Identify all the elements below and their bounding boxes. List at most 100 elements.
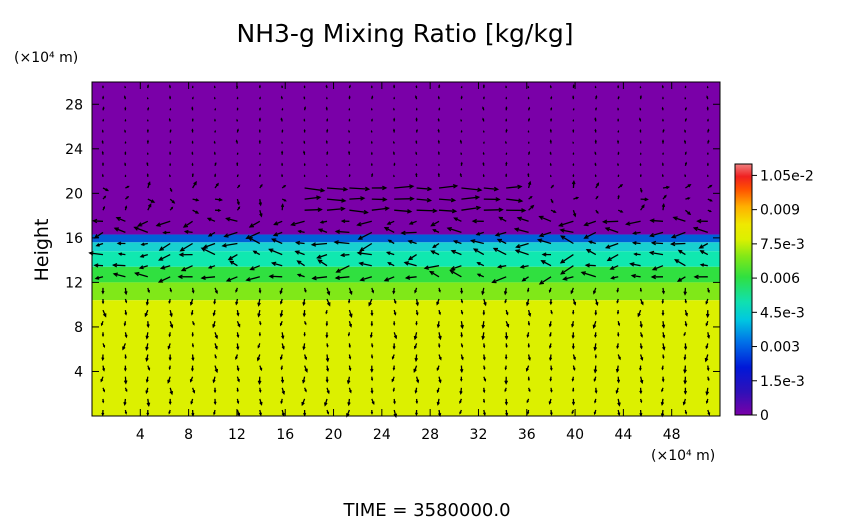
- wind-vector-201: [214, 332, 218, 340]
- wind-vector-421: [116, 241, 126, 246]
- wind-vector-394: [139, 253, 148, 258]
- wind-vector-770: [415, 107, 418, 111]
- wind-vector-734: [236, 118, 239, 122]
- wind-vector-696: [639, 140, 642, 144]
- wind-vector-142: [145, 354, 149, 363]
- wind-vector-641: [661, 162, 664, 166]
- wind-vector-226: [146, 321, 150, 329]
- wind-vector-311: [169, 287, 172, 293]
- wind-vector-384: [540, 260, 552, 267]
- wind-vector-576: [461, 187, 483, 193]
- wind-vector-437: [470, 239, 484, 245]
- wind-vector-463: [432, 229, 440, 233]
- wind-vector-4: [191, 409, 195, 417]
- wind-vector-26: [684, 409, 688, 415]
- wind-vector-307: [705, 298, 709, 305]
- wind-vector-814: [146, 84, 150, 89]
- wind-vector-573: [394, 184, 415, 189]
- wind-vector-733: [214, 118, 216, 122]
- wind-vector-654: [326, 150, 329, 155]
- wind-vector-377: [387, 262, 395, 267]
- wind-vector-302: [595, 298, 599, 307]
- wind-vector-356: [538, 276, 552, 285]
- wind-vector-21: [571, 409, 575, 415]
- wind-vector-379: [423, 265, 440, 270]
- wind-vector-70: [414, 387, 418, 394]
- wind-vector-262: [325, 309, 328, 315]
- wind-vector-157: [482, 354, 486, 361]
- wind-vector-254: [144, 309, 149, 318]
- wind-vector-313: [214, 287, 218, 295]
- wind-vector-235: [348, 321, 352, 328]
- wind-vector-362: [676, 276, 686, 282]
- wind-vector-183: [438, 343, 441, 349]
- wind-vector-584: [639, 187, 643, 193]
- wind-vector-789: [213, 96, 216, 100]
- wind-vector-778: [595, 106, 597, 111]
- wind-vector-79: [615, 387, 619, 394]
- wind-vector-328: [548, 287, 552, 294]
- wind-vector-561: [125, 185, 130, 189]
- wind-vector-511: [259, 210, 263, 218]
- colorbar-label-6: 1.5e-3: [760, 374, 805, 390]
- wind-vector-410: [492, 247, 507, 256]
- wind-vector-453: [207, 231, 216, 237]
- wind-vector-121: [303, 365, 308, 373]
- wind-vector-371: [249, 265, 261, 271]
- wind-vector-524: [550, 209, 557, 213]
- wind-vector-595: [259, 173, 261, 177]
- wind-vector-655: [348, 150, 351, 155]
- wind-vector-464: [446, 226, 462, 234]
- wind-vector-323: [438, 287, 441, 293]
- wind-vector-633: [482, 161, 485, 166]
- wind-vector-field: [88, 83, 713, 418]
- colorbar-label-5: 0.003: [760, 340, 800, 356]
- wind-vector-104: [549, 376, 552, 382]
- wind-vector-587: [707, 184, 713, 189]
- wind-vector-47: [526, 398, 530, 404]
- wind-vector-534: [147, 198, 156, 203]
- wind-vector-38: [324, 398, 328, 407]
- wind-vector-213: [481, 332, 485, 341]
- wind-vector-375: [335, 265, 350, 273]
- wind-vector-278: [684, 309, 688, 317]
- wind-vector-265: [393, 309, 397, 316]
- wind-vector-465: [475, 231, 484, 236]
- wind-vector-199: [168, 332, 172, 338]
- wind-vector-551: [528, 195, 533, 200]
- wind-vector-788: [191, 96, 194, 100]
- wind-vector-548: [461, 195, 481, 200]
- wind-vector-330: [593, 287, 597, 295]
- wind-vector-263: [348, 309, 353, 319]
- wind-vector-349: [383, 276, 395, 282]
- x-tick-label-1: 8: [184, 427, 193, 443]
- wind-vector-706: [236, 128, 239, 133]
- wind-vector-32: [190, 398, 194, 405]
- wind-vector-607: [527, 172, 530, 177]
- wind-vector-153: [391, 354, 395, 360]
- wind-vector-151: [348, 354, 352, 360]
- wind-vector-279: [705, 310, 710, 319]
- wind-vector-600: [371, 172, 374, 178]
- wind-vector-539: [258, 199, 263, 207]
- wind-vector-622: [236, 161, 239, 166]
- wind-vector-110: [683, 376, 687, 385]
- wind-vector-351: [428, 270, 440, 278]
- wind-vector-738: [326, 118, 329, 122]
- wind-vector-231: [259, 321, 262, 326]
- wind-vector-16: [459, 409, 463, 415]
- wind-vector-543: [349, 196, 366, 201]
- wind-vector-787: [169, 95, 172, 100]
- wind-vector-569: [304, 187, 326, 193]
- x-tick-label-4: 20: [325, 427, 343, 443]
- wind-vector-144: [191, 354, 195, 362]
- wind-vector-103: [527, 376, 530, 382]
- wind-vector-124: [370, 365, 374, 373]
- wind-vector-612: [639, 173, 642, 177]
- wind-vector-206: [325, 332, 329, 339]
- wind-vector-143: [168, 354, 172, 361]
- wind-vector-215: [526, 332, 530, 339]
- wind-vector-165: [662, 354, 665, 360]
- wind-vector-161: [572, 354, 576, 361]
- wind-vector-190: [593, 343, 598, 352]
